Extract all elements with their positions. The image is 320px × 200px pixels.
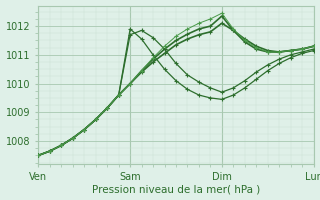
X-axis label: Pression niveau de la mer( hPa ): Pression niveau de la mer( hPa ): [92, 184, 260, 194]
